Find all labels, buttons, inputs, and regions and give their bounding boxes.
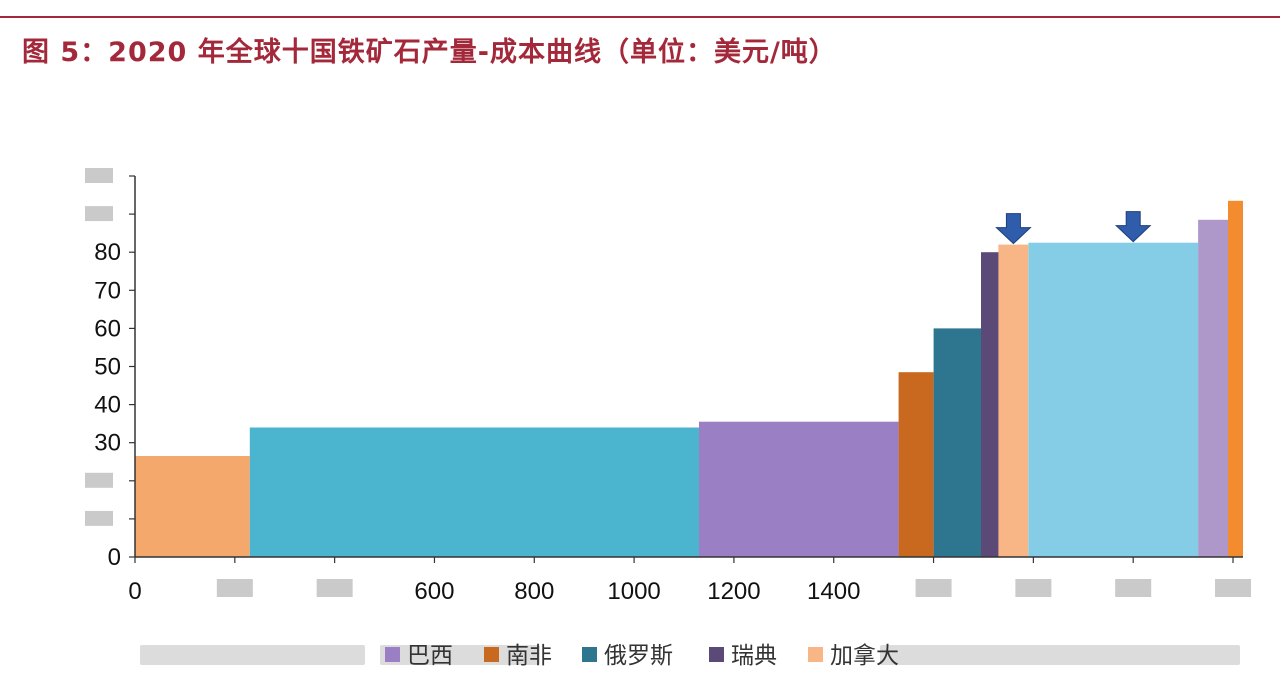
x-tick-label: 1400 (807, 578, 860, 605)
arrow-markers (995, 211, 1152, 245)
y-tick-label: 30 (94, 430, 121, 457)
x-tick-label: 1200 (707, 578, 760, 605)
legend-entry-illegible (880, 645, 1240, 665)
cost-bar-9 (1198, 219, 1228, 558)
y-tick-label: 50 (94, 354, 121, 381)
y-tick-label-illegible (85, 206, 113, 222)
cost-bar-3 (699, 421, 899, 557)
legend-label: 瑞典 (731, 643, 777, 669)
y-tick-label: 0 (108, 544, 121, 571)
down-arrow-icon (995, 213, 1032, 245)
y-tick-labels: 0 30 40 50 60 70 80 (85, 168, 135, 571)
cost-bar-10 (1228, 200, 1243, 558)
x-tick-label-illegible (1015, 579, 1052, 597)
y-tick-label-illegible (85, 168, 113, 183)
x-tick-label: 800 (514, 578, 554, 605)
down-arrow-icon (1114, 211, 1152, 243)
legend-label: 俄罗斯 (604, 643, 673, 669)
x-tick-label: 600 (414, 578, 454, 605)
cost-bar-7 (998, 244, 1029, 557)
y-tick-label-illegible (85, 510, 113, 526)
legend-label: 巴西 (407, 643, 453, 669)
legend-swatch (582, 647, 597, 662)
legend-label: 加拿大 (830, 642, 899, 669)
cost-bar-2 (249, 427, 700, 557)
y-tick-label: 70 (94, 277, 121, 304)
legend-swatch (808, 647, 823, 662)
legend-entry-illegible (140, 645, 365, 665)
cost-bar-5 (933, 328, 981, 557)
x-tick-label: 1000 (607, 578, 660, 605)
y-tick-label: 60 (94, 315, 121, 342)
legend-swatch (709, 647, 724, 662)
cost-bar-4 (898, 372, 934, 557)
y-tick-label: 80 (94, 239, 121, 266)
title-rule (0, 16, 1280, 18)
y-tick-label-illegible (85, 472, 113, 488)
legend-label: 南非 (506, 643, 552, 669)
figure-title: 图 5：2020 年全球十国铁矿石产量-成本曲线（单位：美元/吨） (22, 37, 837, 68)
x-tick-label-illegible (316, 579, 353, 597)
x-tick-label: 0 (128, 578, 141, 605)
x-tick-label-illegible (1115, 579, 1152, 597)
x-tick-label-illegible (216, 579, 253, 597)
x-tick-labels: 0 600 800 1000 1200 1400 (128, 557, 1252, 605)
cost-bar-6 (981, 252, 999, 557)
legend: 巴西 南非 俄罗斯 瑞典 加拿大 (385, 642, 899, 669)
bars-layer (135, 200, 1243, 558)
legend-swatch (484, 647, 499, 662)
illegible-text-layer (140, 645, 1240, 665)
y-tick-label: 40 (94, 392, 121, 419)
cost-bar-1 (135, 456, 250, 557)
x-tick-label-illegible (1215, 579, 1252, 597)
legend-entry-illegible (380, 645, 540, 665)
legend-swatch (385, 647, 400, 662)
x-tick-label-illegible (915, 579, 952, 597)
cost-bar-8 (1028, 242, 1199, 557)
